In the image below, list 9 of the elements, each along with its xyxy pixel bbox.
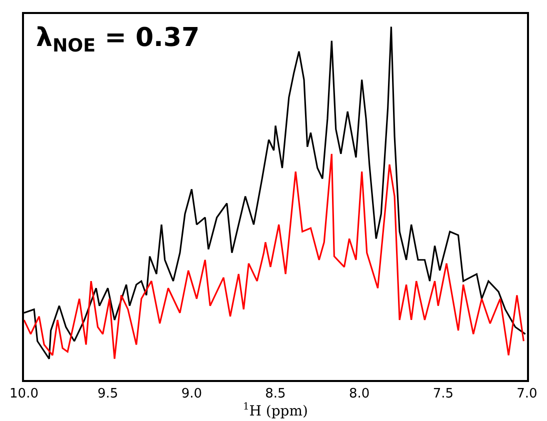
x-tick-label: 8.0	[348, 386, 370, 402]
annotation: λ$_{NOE}$ = 0.37	[36, 23, 200, 56]
x-tick-label: 9.5	[97, 386, 118, 402]
x-tick-label: 7.5	[432, 386, 454, 402]
x-tick-label: 10.0	[10, 386, 38, 402]
x-tick-label: 7.0	[516, 386, 538, 402]
x-tick-label: 8.5	[265, 386, 286, 402]
x-tick-label: 9.0	[181, 386, 202, 402]
x-axis-title: $^{1}$H (ppm)	[242, 402, 308, 420]
